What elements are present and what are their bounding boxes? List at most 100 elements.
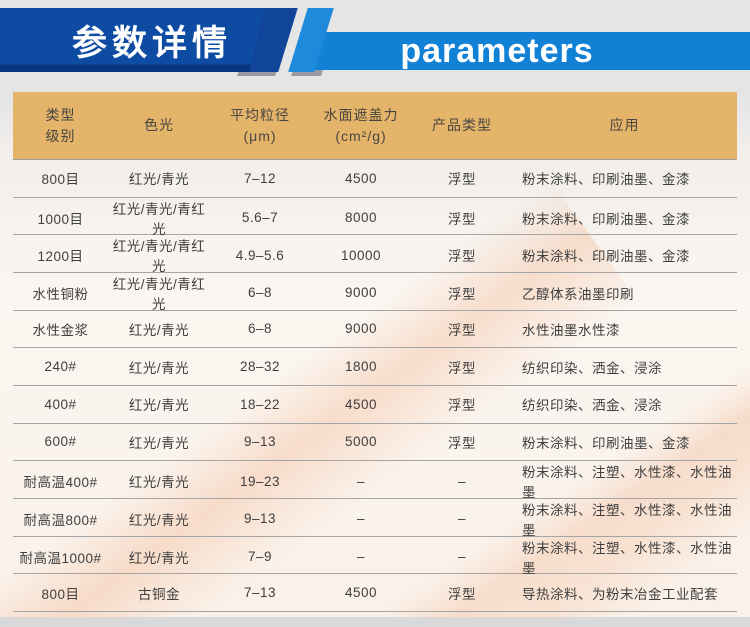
- header-application: 应用: [609, 117, 640, 133]
- cell-cover: 9000: [344, 285, 378, 301]
- cell-cover: 1800: [344, 359, 378, 375]
- cell-application: 粉末涂料、注塑、水性漆、水性油墨: [522, 465, 732, 501]
- cell-size: 4.9–5.6: [235, 247, 285, 263]
- cell-cover: –: [356, 549, 365, 565]
- cell-application: 粉末涂料、印刷油墨、金漆: [522, 435, 690, 451]
- cell-size: 7–12: [243, 170, 277, 186]
- header-size: 平均粒径 (μm): [230, 106, 290, 144]
- bottom-divider-strip: [0, 617, 750, 627]
- cell-grade: 1000目: [37, 211, 84, 227]
- cell-color: 红光/青光: [128, 550, 190, 566]
- cell-product-type: 浮型: [448, 586, 476, 602]
- header-cover: 水面遮盖力 (cm²/g): [323, 106, 399, 144]
- cell-product-type: –: [457, 549, 466, 565]
- table-row: 耐高温800# 红光/青光 9–13 – – 粉末涂料、注塑、水性漆、水性油墨: [13, 499, 737, 538]
- cell-product-type: –: [457, 473, 466, 489]
- parameters-table: 类型 级别 色光 平均粒径 (μm) 水面遮盖力 (cm²/g) 产品类型 应用…: [13, 92, 737, 612]
- cell-color: 红光/青光: [128, 435, 190, 451]
- cell-size: 6–8: [247, 285, 273, 301]
- cell-color: 红光/青光: [128, 360, 190, 376]
- banner-title-en: parameters: [400, 31, 594, 70]
- cell-size: 18–22: [239, 396, 281, 412]
- cell-grade: 800目: [41, 586, 80, 602]
- cell-application: 纺织印染、洒金、浸涂: [522, 360, 662, 376]
- cell-color: 红光/青光: [128, 322, 190, 338]
- cell-color: 红光/青光/青红光: [112, 276, 206, 312]
- cell-application: 粉末涂料、印刷油墨、金漆: [522, 249, 690, 265]
- cell-grade: 600#: [44, 434, 77, 450]
- cell-grade: 1200目: [37, 249, 84, 265]
- cell-size: 9–13: [243, 511, 277, 527]
- banner-title-cn: 参数详情: [71, 23, 232, 63]
- cell-application: 粉末涂料、注塑、水性漆、水性油墨: [522, 540, 732, 576]
- table-row: 1000目 红光/青光/青红光 5.6–7 8000 浮型 粉末涂料、印刷油墨、…: [13, 198, 737, 237]
- cell-color: 红光/青光/青红光: [112, 201, 206, 237]
- cell-product-type: 浮型: [448, 435, 476, 451]
- cell-grade: 耐高温800#: [23, 512, 98, 528]
- cell-product-type: 浮型: [448, 322, 476, 338]
- cell-application: 纺织印染、洒金、浸涂: [522, 398, 662, 414]
- table-row: 240# 红光/青光 28–32 1800 浮型 纺织印染、洒金、浸涂: [13, 348, 737, 386]
- cell-grade: 400#: [44, 396, 77, 412]
- cell-color: 红光/青光/青红光: [112, 239, 206, 275]
- cell-product-type: 浮型: [448, 360, 476, 376]
- cell-size: 9–13: [243, 434, 277, 450]
- cell-cover: 4500: [344, 396, 378, 412]
- table-row: 水性金浆 红光/青光 6–8 9000 浮型 水性油墨水性漆: [13, 311, 737, 349]
- banner-band-en: parameters: [300, 32, 750, 70]
- cell-product-type: 浮型: [448, 249, 476, 265]
- table-header-row: 类型 级别 色光 平均粒径 (μm) 水面遮盖力 (cm²/g) 产品类型 应用: [13, 92, 737, 160]
- cell-size: 7–9: [247, 549, 273, 565]
- cell-product-type: 浮型: [448, 398, 476, 414]
- table-row: 600# 红光/青光 9–13 5000 浮型 粉末涂料、印刷油墨、金漆: [13, 424, 737, 462]
- cell-color: 红光/青光: [128, 512, 190, 528]
- cell-cover: –: [356, 511, 365, 527]
- cell-product-type: 浮型: [448, 286, 476, 302]
- table-row: 800目 古铜金 7–13 4500 浮型 导热涂料、为粉末冶金工业配套: [13, 574, 737, 612]
- cell-product-type: –: [457, 511, 466, 527]
- header-color: 色光: [144, 117, 174, 133]
- banner-ribbon-cn: 参数详情: [0, 8, 264, 72]
- table-row: 1200目 红光/青光/青红光 4.9–5.6 10000 浮型 粉末涂料、印刷…: [13, 235, 737, 275]
- table-row: 800目 红光/青光 7–12 4500 浮型 粉末涂料、印刷油墨、金漆: [13, 160, 737, 198]
- cell-grade: 水性铜粉: [32, 286, 89, 302]
- cell-product-type: 浮型: [448, 172, 476, 188]
- cell-color: 红光/青光: [128, 475, 190, 491]
- cell-application: 粉末涂料、印刷油墨、金漆: [522, 211, 690, 227]
- cell-grade: 耐高温400#: [23, 475, 98, 491]
- cell-application: 粉末涂料、注塑、水性漆、水性油墨: [522, 502, 732, 538]
- cell-cover: 4500: [344, 585, 378, 601]
- cell-size: 5.6–7: [241, 210, 279, 226]
- cell-cover: 10000: [340, 247, 382, 263]
- cell-cover: –: [356, 473, 365, 489]
- cell-color: 红光/青光: [128, 398, 190, 414]
- cell-color: 古铜金: [138, 586, 180, 602]
- cell-cover: 9000: [344, 321, 378, 337]
- cell-color: 红光/青光: [128, 172, 190, 188]
- cell-application: 水性油墨水性漆: [522, 322, 620, 338]
- cell-size: 7–13: [243, 585, 277, 601]
- cell-application: 导热涂料、为粉末冶金工业配套: [522, 586, 718, 602]
- cell-cover: 5000: [344, 434, 378, 450]
- section-banner: parameters 参数详情: [0, 0, 750, 92]
- cell-size: 28–32: [239, 359, 281, 375]
- cell-size: 19–23: [239, 473, 281, 489]
- cell-cover: 4500: [344, 170, 378, 186]
- cell-application: 乙醇体系油墨印刷: [522, 286, 634, 302]
- header-grade: 类型 级别: [45, 106, 76, 144]
- table-row: 耐高温1000# 红光/青光 7–9 – – 粉末涂料、注塑、水性漆、水性油墨: [13, 537, 737, 576]
- cell-cover: 8000: [344, 210, 378, 226]
- cell-grade: 水性金浆: [32, 322, 89, 338]
- table-row: 400# 红光/青光 18–22 4500 浮型 纺织印染、洒金、浸涂: [13, 386, 737, 424]
- cell-application: 粉末涂料、印刷油墨、金漆: [522, 172, 690, 188]
- cell-size: 6–8: [247, 321, 273, 337]
- table-body: 800目 红光/青光 7–12 4500 浮型 粉末涂料、印刷油墨、金漆 100…: [13, 160, 737, 612]
- cell-grade: 800目: [41, 172, 80, 188]
- cell-grade: 耐高温1000#: [19, 550, 102, 566]
- table-row: 水性铜粉 红光/青光/青红光 6–8 9000 浮型 乙醇体系油墨印刷: [13, 273, 737, 312]
- cell-grade: 240#: [44, 359, 77, 375]
- header-product-type: 产品类型: [432, 117, 492, 133]
- table-row: 耐高温400# 红光/青光 19–23 – – 粉末涂料、注塑、水性漆、水性油墨: [13, 461, 737, 501]
- cell-product-type: 浮型: [448, 211, 476, 227]
